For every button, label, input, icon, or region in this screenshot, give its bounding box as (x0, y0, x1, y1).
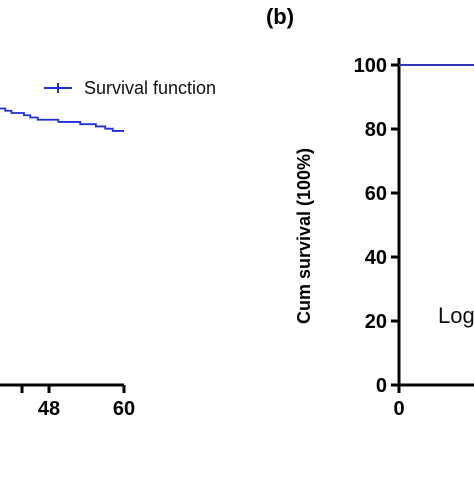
right-panel: (b) Cum survival (100%) 100 80 60 40 20 0 012… (266, 4, 474, 420)
left-series-group (0, 107, 124, 132)
survival-curve-1 (399, 64, 474, 66)
right-y-tick-label: 80 (365, 119, 387, 141)
right-y-ticks: 100 80 60 40 20 0 (354, 55, 399, 397)
left-panel: 48 60 Survival function (0, 78, 216, 420)
left-x-ticks: 48 60 (20, 385, 135, 420)
right-y-tick-label: 100 (354, 55, 387, 77)
survival-function-line (0, 107, 124, 132)
panel-label-b: (b) (266, 4, 294, 29)
right-x-ticks: 012 (393, 385, 405, 420)
right-y-tick-label: 40 (365, 247, 387, 269)
right-y-tick-label: 0 (376, 375, 387, 397)
right-y-tick-label: 60 (365, 183, 387, 205)
right-series-group (399, 64, 474, 66)
log-rank-annotation: Log (438, 303, 474, 328)
right-y-axis-label: Cum survival (100%) (294, 148, 314, 324)
left-x-tick-label: 60 (113, 398, 135, 420)
right-y-tick-label: 20 (365, 311, 387, 333)
legend-label-survival-function: Survival function (84, 78, 216, 98)
left-x-tick-label: 48 (38, 398, 60, 420)
right-x-tick-label: 0 (393, 398, 404, 420)
survival-curve-2 (399, 64, 474, 66)
left-legend: Survival function (44, 78, 216, 98)
